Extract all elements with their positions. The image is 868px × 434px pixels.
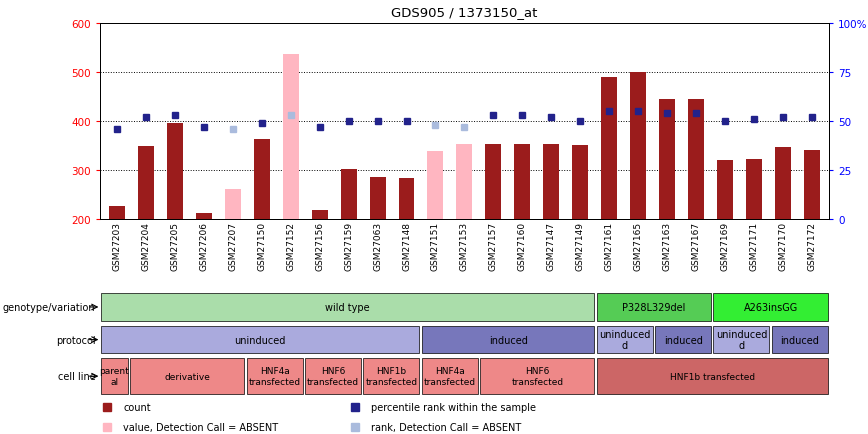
- Bar: [253, 140, 270, 219]
- Text: GSM27207: GSM27207: [228, 221, 238, 270]
- Text: GSM27204: GSM27204: [141, 221, 151, 270]
- Text: GSM27203: GSM27203: [113, 221, 122, 270]
- Text: HNF1b
transfected: HNF1b transfected: [365, 367, 418, 386]
- Text: GSM27150: GSM27150: [257, 221, 266, 270]
- Text: HNF6
transfected: HNF6 transfected: [511, 367, 563, 386]
- Bar: [225, 189, 240, 219]
- Bar: [630, 73, 646, 219]
- Text: GSM27149: GSM27149: [575, 221, 585, 270]
- Text: GDS905 / 1373150_at: GDS905 / 1373150_at: [391, 7, 537, 20]
- Bar: [422, 326, 595, 353]
- Bar: [283, 55, 299, 219]
- Bar: [655, 326, 711, 353]
- Bar: [774, 148, 791, 219]
- Text: count: count: [123, 402, 151, 412]
- Bar: [543, 145, 559, 219]
- Bar: [601, 78, 617, 219]
- Bar: [659, 100, 674, 219]
- Text: GSM27153: GSM27153: [460, 221, 469, 270]
- Text: HNF4a
transfected: HNF4a transfected: [249, 367, 301, 386]
- Text: GSM27205: GSM27205: [170, 221, 180, 270]
- Text: GSM27063: GSM27063: [373, 221, 382, 270]
- Text: parent
al: parent al: [100, 367, 129, 386]
- Text: HNF4a
transfected: HNF4a transfected: [424, 367, 476, 386]
- Text: GSM27157: GSM27157: [489, 221, 498, 270]
- Bar: [130, 358, 245, 394]
- Text: GSM27156: GSM27156: [315, 221, 325, 270]
- Bar: [109, 207, 125, 219]
- Bar: [597, 326, 653, 353]
- Bar: [306, 358, 361, 394]
- Text: GSM27169: GSM27169: [720, 221, 729, 270]
- Text: derivative: derivative: [164, 372, 210, 381]
- Text: wild type: wild type: [326, 302, 370, 312]
- Text: cell line: cell line: [58, 372, 95, 381]
- Bar: [138, 147, 155, 219]
- Text: GSM27148: GSM27148: [402, 221, 411, 270]
- Bar: [370, 177, 385, 219]
- Text: GSM27172: GSM27172: [807, 221, 816, 270]
- Bar: [398, 179, 414, 219]
- Bar: [717, 161, 733, 219]
- Text: GSM27160: GSM27160: [517, 221, 527, 270]
- Text: GSM27171: GSM27171: [749, 221, 759, 270]
- Bar: [427, 152, 444, 219]
- Bar: [572, 146, 588, 219]
- Text: GSM27206: GSM27206: [200, 221, 208, 270]
- Bar: [485, 145, 501, 219]
- Bar: [480, 358, 595, 394]
- Bar: [101, 358, 128, 394]
- Text: HNF6
transfected: HNF6 transfected: [307, 367, 359, 386]
- Bar: [772, 326, 828, 353]
- Bar: [597, 358, 828, 394]
- Bar: [746, 160, 761, 219]
- Text: GSM27170: GSM27170: [778, 221, 787, 270]
- Text: protocol: protocol: [56, 335, 95, 345]
- Text: induced: induced: [489, 335, 528, 345]
- Bar: [514, 145, 530, 219]
- Bar: [196, 214, 212, 219]
- Text: induced: induced: [664, 335, 702, 345]
- Bar: [247, 358, 303, 394]
- Text: value, Detection Call = ABSENT: value, Detection Call = ABSENT: [123, 422, 279, 432]
- Text: GSM27159: GSM27159: [344, 221, 353, 270]
- Text: uninduced: uninduced: [234, 335, 286, 345]
- Bar: [804, 151, 819, 219]
- Text: GSM27152: GSM27152: [286, 221, 295, 270]
- Text: HNF1b transfected: HNF1b transfected: [670, 372, 755, 381]
- Text: GSM27165: GSM27165: [634, 221, 642, 270]
- Text: A263insGG: A263insGG: [744, 302, 798, 312]
- Text: GSM27167: GSM27167: [691, 221, 700, 270]
- Text: GSM27151: GSM27151: [431, 221, 440, 270]
- Text: percentile rank within the sample: percentile rank within the sample: [371, 402, 536, 412]
- Bar: [340, 169, 357, 219]
- Text: GSM27163: GSM27163: [662, 221, 672, 270]
- Text: induced: induced: [780, 335, 819, 345]
- Bar: [597, 294, 711, 321]
- Bar: [422, 358, 477, 394]
- Bar: [167, 124, 183, 219]
- Bar: [364, 358, 419, 394]
- Text: GSM27147: GSM27147: [547, 221, 556, 270]
- Text: GSM27161: GSM27161: [604, 221, 614, 270]
- Text: P328L329del: P328L329del: [622, 302, 686, 312]
- Bar: [713, 326, 769, 353]
- Text: uninduced
d: uninduced d: [599, 329, 650, 351]
- Bar: [101, 294, 595, 321]
- Bar: [687, 100, 704, 219]
- Bar: [713, 294, 828, 321]
- Bar: [101, 326, 419, 353]
- Text: genotype/variation: genotype/variation: [3, 302, 95, 312]
- Bar: [457, 145, 472, 219]
- Bar: [312, 210, 327, 219]
- Text: uninduced
d: uninduced d: [716, 329, 767, 351]
- Text: rank, Detection Call = ABSENT: rank, Detection Call = ABSENT: [371, 422, 522, 432]
